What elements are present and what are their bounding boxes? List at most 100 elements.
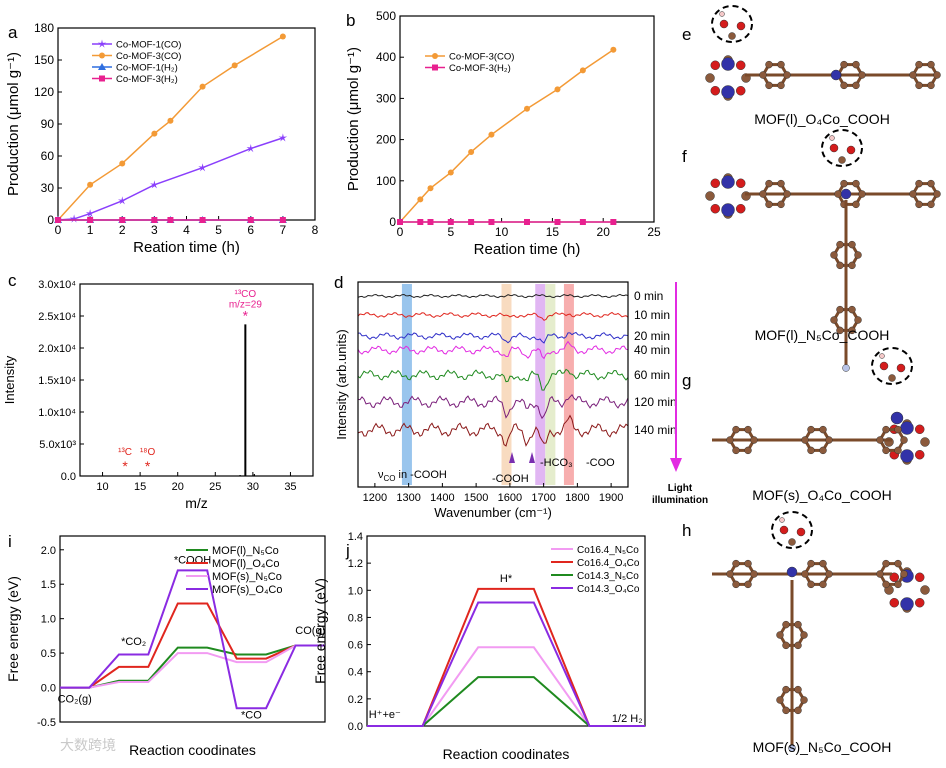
x-tick-label: 10 (495, 225, 509, 239)
cluster-atom (889, 597, 900, 608)
y-axis-label: Free energy (eV) (5, 576, 21, 682)
y-tick-label: 150 (34, 53, 54, 67)
cobalt-atom (786, 566, 798, 578)
legend-label: Co-MOF-3(H₂) (449, 63, 511, 74)
x-axis-label: m/z (185, 495, 208, 511)
y-tick-label: 1.2 (348, 558, 363, 570)
carbon-atom (840, 81, 848, 90)
carbon-atom (852, 60, 860, 69)
highlight-band (501, 284, 512, 485)
annotation-vco: νCO in -COOH (378, 469, 447, 483)
carbon-atom (765, 200, 773, 209)
carbon-atom (776, 631, 784, 639)
peak-annotation: ¹⁸O (140, 447, 156, 458)
illumination-arrow-head (670, 458, 682, 472)
carbon-atom (858, 71, 866, 79)
carbon-atom (807, 580, 815, 589)
carbon-atom (915, 179, 923, 188)
data-point (98, 63, 106, 70)
data-point (397, 219, 403, 225)
time-label: 60 min (634, 368, 670, 382)
x-tick-label: 15 (546, 225, 560, 239)
panel-label: g (682, 371, 691, 390)
carbon-atom (927, 81, 935, 90)
highlight-band (401, 284, 412, 485)
carbon-atom (800, 696, 808, 704)
panel-j: 0.0 0.2 0.4 0.6 0.8 1.0 1.2 1.4 H⁺+e⁻ H* 1/2 H₂ Co1… (312, 531, 646, 762)
molecule-panels: MOF(l)_O₄Co_COOH MOF(l)_N₅Co_COOH MOF(s)_O… (705, 5, 941, 755)
data-point (488, 131, 495, 138)
data-point (417, 219, 424, 225)
highlight-band (545, 284, 556, 485)
legend-label: Co-MOF-3(H₂) (116, 74, 178, 85)
x-tick-label: 10 (96, 481, 108, 493)
state-label: CO₂(g) (58, 694, 92, 706)
carbon-atom (782, 706, 790, 715)
nitrogen-atom (788, 744, 796, 752)
carbon-atom (840, 179, 848, 188)
x-tick-label: 20 (597, 225, 611, 239)
x-axis-label: Reation time (h) (133, 239, 240, 256)
energy-series (367, 676, 645, 727)
oxygen-atom (896, 363, 906, 373)
carbon-atom (848, 326, 856, 335)
carbon-atom (882, 559, 890, 568)
adsorbate-circle (771, 511, 813, 549)
carbon-atom (900, 570, 908, 578)
data-point (279, 217, 286, 223)
y-tick-label: -0.5 (37, 717, 56, 729)
carbon-atom (759, 190, 767, 198)
oxygen-atom (846, 145, 856, 155)
energy-series (367, 646, 645, 727)
carbon-atom (876, 436, 884, 444)
hydrogen-atom (779, 517, 785, 523)
energy-series (60, 569, 325, 710)
time-label: 120 min (634, 395, 677, 409)
carbon-atom (915, 60, 923, 69)
oxygen-atom (736, 21, 746, 31)
cluster-atom (705, 191, 715, 201)
data-point (610, 219, 617, 225)
cluster-atom (735, 85, 746, 96)
hydrogen-atom (879, 353, 885, 359)
oxygen-atom (779, 525, 789, 535)
y-tick-label: 1.0 (41, 614, 56, 626)
state-label: CO(g) (295, 625, 325, 637)
x-tick-label: 1800 (565, 492, 589, 504)
y-tick-label: 1.0x10⁴ (38, 407, 76, 419)
panel-label: c (8, 271, 17, 290)
carbon-atom (783, 190, 791, 198)
x-tick-label: 4 (183, 223, 190, 237)
peak-annotation: * (243, 307, 249, 323)
cobalt-atom (721, 175, 735, 189)
y-tick-label: 0.4 (348, 667, 363, 679)
carbon-atom (794, 620, 802, 629)
y-tick-label: 1.0 (348, 585, 363, 597)
x-tick-label: 35 (284, 481, 296, 493)
carbon-atom (819, 446, 827, 455)
oxygen-atom (829, 143, 839, 153)
carbon-atom (800, 631, 808, 639)
energy-series (60, 602, 325, 689)
x-axis-label: Reaction coodinates (129, 742, 256, 758)
carbon-atom (807, 559, 815, 568)
carbon-atom (726, 570, 734, 578)
carbon-atom (838, 156, 846, 164)
legend-label: Co14.3_N₅Co (577, 571, 639, 582)
data-point (247, 217, 254, 223)
legend-label: Co14.3_O₄Co (577, 584, 640, 595)
x-tick-label: 8 (312, 223, 319, 237)
x-tick-label: 25 (647, 225, 661, 239)
ir-trace (357, 368, 629, 391)
y-tick-label: 0 (389, 215, 396, 229)
data-point (150, 180, 159, 189)
panel-label: h (682, 521, 691, 540)
carbon-atom (750, 570, 758, 578)
data-point (199, 83, 206, 90)
carbon-atom (765, 60, 773, 69)
annotation-coo: -COO (586, 457, 615, 469)
carbon-atom (882, 446, 890, 455)
data-point (579, 67, 586, 74)
data-point (554, 219, 561, 225)
carbon-atom (927, 179, 935, 188)
